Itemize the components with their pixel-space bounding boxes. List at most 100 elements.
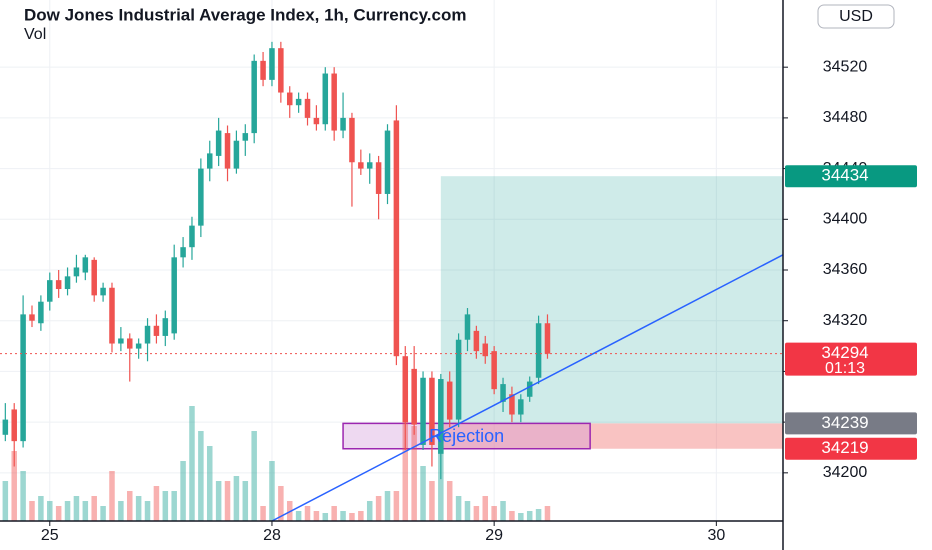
y-tick-label: 34520 bbox=[823, 58, 868, 75]
candle-body bbox=[438, 379, 444, 454]
volume-bar bbox=[411, 426, 417, 521]
volume-bar bbox=[393, 491, 400, 521]
volume-bar bbox=[278, 486, 284, 521]
candle-body bbox=[375, 162, 382, 194]
candle-body bbox=[340, 117, 346, 131]
volume-bar bbox=[420, 466, 426, 521]
volume-bar bbox=[269, 461, 275, 521]
volume-bar bbox=[340, 511, 346, 521]
candle-body bbox=[251, 60, 257, 134]
y-tick-label: 34200 bbox=[823, 464, 868, 481]
volume-bar bbox=[544, 506, 551, 521]
volume-bar bbox=[100, 506, 106, 521]
candle-body bbox=[464, 314, 471, 340]
candle-body bbox=[535, 323, 542, 378]
candle-body bbox=[331, 73, 337, 131]
volume-bar bbox=[171, 491, 177, 521]
candle-body bbox=[82, 257, 89, 273]
volume-bar bbox=[198, 431, 204, 521]
volume-bar bbox=[215, 481, 222, 521]
candle-body bbox=[38, 301, 44, 324]
volume-bar bbox=[206, 446, 213, 521]
volume-bar bbox=[358, 511, 364, 521]
candle-body bbox=[544, 323, 551, 354]
volume-bar bbox=[82, 501, 89, 521]
volume-label: Vol bbox=[24, 26, 46, 43]
candle-body bbox=[260, 60, 266, 80]
candle-body bbox=[420, 377, 426, 445]
volume-bar bbox=[260, 506, 266, 521]
entry-badge bbox=[785, 412, 917, 435]
volume-bar bbox=[109, 471, 115, 521]
candle-body bbox=[366, 162, 373, 169]
y-tick-label: 34320 bbox=[823, 312, 868, 329]
chart-title: Dow Jones Industrial Average Index, 1h, … bbox=[24, 5, 466, 24]
candle-body bbox=[518, 399, 524, 415]
volume-bar bbox=[20, 471, 26, 521]
volume-bar bbox=[491, 506, 497, 521]
volume-bar bbox=[29, 501, 35, 521]
candle-body bbox=[55, 280, 62, 290]
target-zone bbox=[440, 176, 783, 424]
candle-body bbox=[20, 314, 26, 442]
volume-bar bbox=[224, 481, 231, 521]
volume-bar bbox=[482, 496, 489, 521]
currency-label[interactable]: USD bbox=[839, 8, 873, 25]
candle-body bbox=[482, 343, 489, 357]
volume-bar bbox=[127, 491, 133, 521]
volume-bar bbox=[118, 501, 124, 521]
volume-bar bbox=[180, 461, 186, 521]
volume-bar bbox=[349, 513, 355, 521]
volume-bar bbox=[55, 506, 62, 521]
candle-body bbox=[446, 381, 453, 420]
candle-body bbox=[509, 394, 515, 415]
stop-zone bbox=[440, 423, 783, 449]
candle-body bbox=[73, 267, 80, 277]
candle-body bbox=[491, 351, 497, 390]
candle-body bbox=[118, 338, 124, 344]
candle-body bbox=[180, 247, 186, 258]
candle-body bbox=[286, 92, 293, 106]
candle-body bbox=[349, 117, 355, 163]
trendline bbox=[271, 254, 784, 522]
y-tick-label: 34480 bbox=[823, 109, 868, 126]
volume-bar bbox=[464, 501, 471, 521]
volume-bar bbox=[73, 496, 80, 521]
last-price-badge bbox=[785, 342, 917, 376]
volume-bar bbox=[2, 481, 9, 521]
volume-bar bbox=[518, 513, 524, 521]
candle-body bbox=[189, 225, 195, 248]
candle-body bbox=[526, 381, 533, 397]
candle-body bbox=[64, 276, 71, 290]
volume-bar bbox=[304, 506, 311, 521]
volume-bar bbox=[11, 451, 17, 521]
volume-bar bbox=[331, 506, 337, 521]
rejection-box bbox=[342, 422, 591, 450]
candle-body bbox=[304, 98, 311, 118]
volume-bar bbox=[233, 476, 240, 521]
last-price-label: 34294 bbox=[821, 343, 868, 362]
volume-bar bbox=[375, 496, 382, 521]
volume-bar bbox=[384, 491, 391, 521]
x-tick-label: 25 bbox=[41, 527, 59, 544]
candle-body bbox=[135, 343, 142, 349]
candle-body bbox=[47, 280, 53, 302]
volume-bar bbox=[153, 486, 160, 521]
volume-bar bbox=[366, 501, 373, 521]
candle-body bbox=[278, 48, 284, 93]
volume-bar bbox=[322, 513, 329, 521]
stop-badge bbox=[785, 437, 917, 460]
candle-body bbox=[455, 339, 462, 420]
volume-bar bbox=[429, 481, 435, 521]
volume-bar bbox=[64, 501, 71, 521]
y-tick-label: 34360 bbox=[823, 261, 868, 278]
candle-body bbox=[144, 325, 151, 344]
candle-body bbox=[206, 153, 213, 169]
volume-bar bbox=[402, 391, 409, 521]
countdown: 01:13 bbox=[825, 360, 865, 377]
x-tick-label: 30 bbox=[707, 527, 725, 544]
currency-button[interactable] bbox=[817, 4, 895, 29]
volume bbox=[2, 391, 551, 521]
